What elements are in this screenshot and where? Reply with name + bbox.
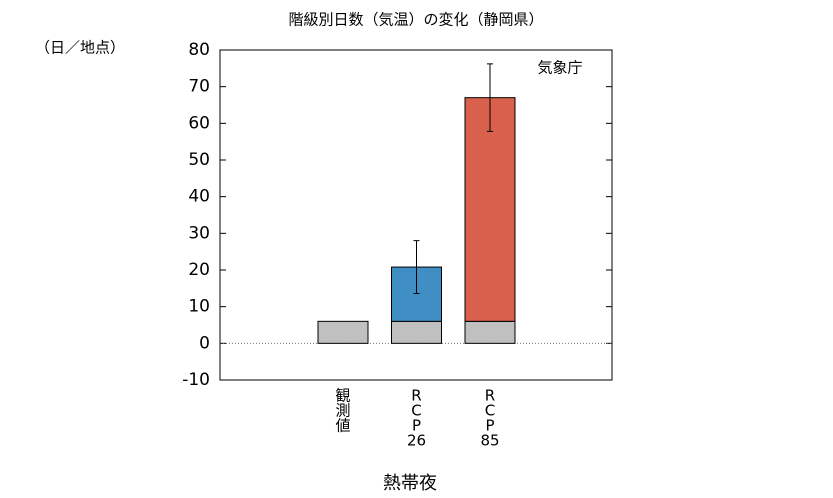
y-tick-label: 10 <box>188 297 210 317</box>
x-tick-label: C <box>485 402 495 420</box>
bar <box>464 320 516 344</box>
y-tick-label: 20 <box>188 260 210 280</box>
x-tick-label: P <box>412 417 421 435</box>
x-tick-label: 85 <box>480 432 499 450</box>
y-unit: （日／地点） <box>35 39 125 57</box>
x-tick-label: 26 <box>407 432 426 450</box>
chart-title: 階級別日数（気温）の変化（静岡県） <box>288 11 543 29</box>
x-tick-label: P <box>485 417 494 435</box>
plot-frame <box>219 49 613 381</box>
y-tick-label: 70 <box>188 77 210 97</box>
x-tick-label: 測 <box>335 402 350 420</box>
x-tick-label: 観 <box>335 387 350 405</box>
x-axis-title: 熱帯夜 <box>383 473 437 494</box>
y-tick-label: 60 <box>188 113 210 133</box>
x-tick-label: R <box>485 387 495 405</box>
error-bar <box>487 63 493 132</box>
y-tick-label: 30 <box>188 223 210 243</box>
bar <box>391 320 442 344</box>
x-tick-label: R <box>411 387 421 405</box>
error-bar <box>413 240 420 294</box>
y-tick-label: 80 <box>188 40 210 60</box>
x-tick-label: 値 <box>335 417 350 435</box>
bar <box>317 320 369 344</box>
bar <box>464 97 516 322</box>
y-tick-label: -10 <box>182 370 210 390</box>
bar <box>391 266 442 322</box>
x-tick-label: C <box>411 402 421 420</box>
annotation: 気象庁 <box>537 59 582 77</box>
y-tick-label: 50 <box>188 150 210 170</box>
y-tick-label: 40 <box>188 187 210 207</box>
y-tick-label: 0 <box>199 333 210 353</box>
